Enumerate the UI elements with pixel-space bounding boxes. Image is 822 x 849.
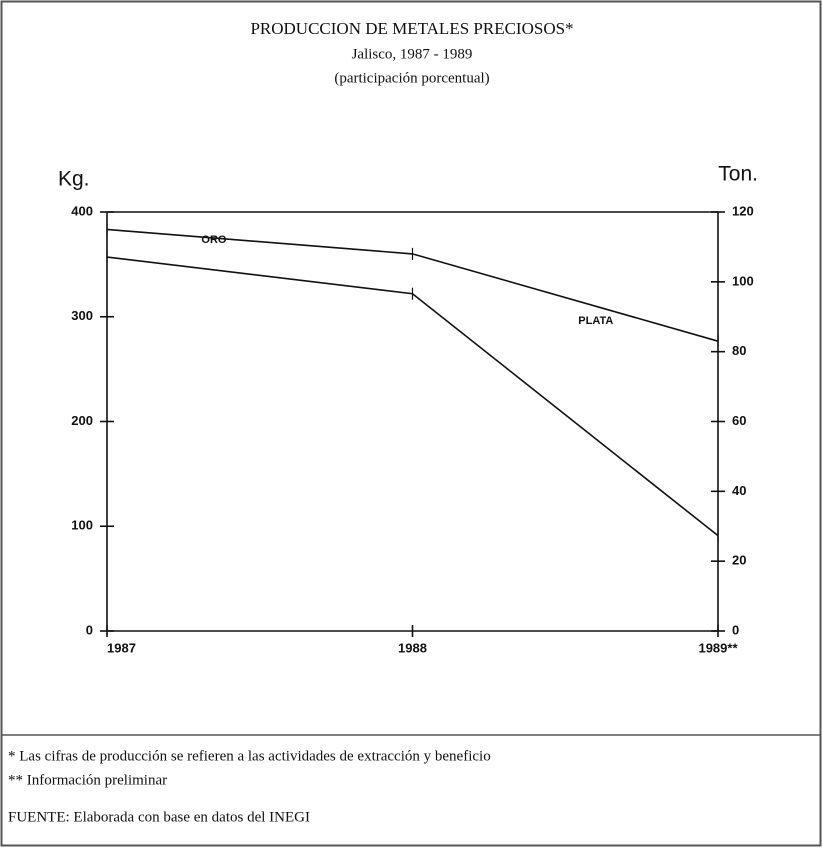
y2-tick-label: 60 [732, 413, 746, 428]
y-tick-label: 300 [71, 308, 93, 323]
chart-title: PRODUCCION DE METALES PRECIOSOS* [250, 19, 573, 38]
series-label: ORO [201, 234, 227, 246]
y2-tick-label: 100 [732, 273, 754, 288]
y2-tick-label: 80 [732, 343, 746, 358]
chart-subtitle: Jalisco, 1987 - 1989 [352, 46, 473, 62]
y2-axis-label: Ton. [718, 163, 758, 186]
x-tick-label: 1988 [398, 640, 427, 655]
footnote: * Las cifras de producción se refieren a… [8, 748, 491, 764]
x-tick-label: 1987 [107, 640, 136, 655]
x-tick-label: 1989** [698, 640, 738, 655]
source-note: FUENTE: Elaborada con base en datos del … [8, 809, 310, 825]
y-tick-label: 100 [71, 518, 93, 533]
y-tick-label: 0 [86, 622, 93, 637]
y-tick-label: 200 [71, 413, 93, 428]
y-axis-label: Kg. [58, 168, 90, 191]
chart-subtitle: (participación porcentual) [334, 70, 489, 86]
y2-tick-label: 0 [732, 622, 739, 637]
y2-tick-label: 20 [732, 553, 746, 568]
footnote: ** Información preliminar [8, 772, 167, 788]
series-label: PLATA [578, 315, 613, 327]
y2-tick-label: 120 [732, 203, 754, 218]
y-tick-label: 400 [71, 203, 93, 218]
y2-tick-label: 40 [732, 483, 746, 498]
